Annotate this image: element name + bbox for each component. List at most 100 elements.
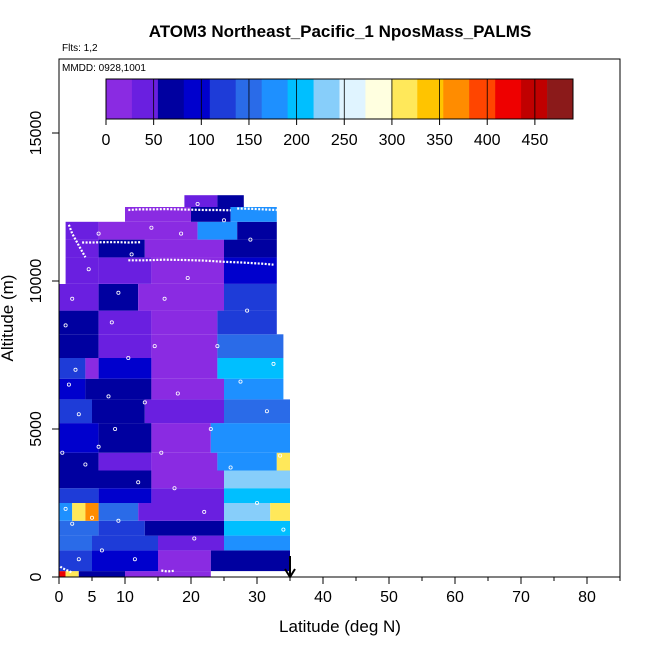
sample-point [238,379,243,384]
sample-point [90,515,95,520]
sample-point [132,557,137,562]
sample-point [70,521,75,526]
sample-point [192,536,197,541]
heatmap-cell [92,399,145,424]
colorbar-swatch [469,79,496,119]
flight-track-line [59,565,73,574]
colorbar-swatch [365,79,392,119]
heatmap-cell [98,520,145,536]
flight-track-line [67,224,87,258]
heatmap-cell [59,358,86,379]
heatmap-cell [98,452,152,471]
heatmap-cell [125,207,191,222]
heatmap-cell [138,284,224,311]
heatmap-cell [59,310,99,335]
heatmap-cell [92,550,158,572]
heatmap-cell [98,257,152,284]
heatmap-cell [217,334,284,358]
flight-tracks [59,207,277,574]
colorbar-swatch [339,79,366,119]
sample-point [99,548,104,553]
colorbar-swatch [495,79,522,119]
heatmap-cell [224,535,290,551]
y-tick-label: 5000 [28,411,45,447]
heatmap-cell [151,423,211,453]
x-tick-label: 40 [314,589,332,606]
y-tick-label: 15000 [28,111,45,156]
sample-point [245,308,250,313]
chart-title: ATOM3 Northeast_Pacific_1 NposMass_PALMS [149,22,532,41]
colorbar-tick-label: 300 [379,132,406,149]
heatmap-cell [59,378,86,400]
heatmap-cell [59,550,92,572]
x-tick-label: 80 [578,589,596,606]
heatmap-cell [98,488,152,503]
colorbar-tick-label: 50 [145,132,163,149]
colorbar-tick-label: 200 [283,132,310,149]
sample-point [202,509,207,514]
sample-point [152,344,157,349]
colorbar-swatch [106,79,133,119]
sample-point [175,391,180,396]
heatmap-cell [151,358,218,379]
sample-point [281,527,286,532]
heatmap-cell [98,423,152,453]
y-tick-label: 10000 [28,259,45,304]
colorbar-tick-label: 400 [474,132,501,149]
heatmap-cell [197,221,238,240]
colorbar-swatch [183,79,211,119]
heatmap-cell [125,221,198,240]
marker-head [284,568,296,579]
heatmap-cell [98,284,139,311]
heatmap-cell [59,535,92,551]
x-tick-label: 60 [446,589,464,606]
heatmap-cell [270,503,290,521]
date-label: MMDD: 0928,1001 [62,63,146,74]
sample-points [60,201,286,562]
heatmap-cell [98,310,152,335]
heatmap-cell [224,488,290,503]
heatmap-cell [125,571,211,577]
heatmap-cell [98,358,152,379]
x-tick-label: 10 [116,589,134,606]
sample-point [136,480,141,485]
sample-point [76,412,81,417]
heatmap-cell [65,571,79,577]
flight-track-line [237,207,277,212]
sample-point [264,409,269,414]
heatmap-cell [59,452,99,471]
heatmap-cell [217,195,244,207]
sample-point [254,500,259,505]
heatmap-cell [151,470,224,489]
sample-point [159,450,164,455]
heatmap-cell [59,334,99,358]
heatmap-cell [144,399,224,424]
heatmap-cell [217,310,277,335]
heatmap-cell [224,399,290,424]
heatmap-cell [224,470,290,489]
heatmap-cell [224,378,284,400]
heatmap-cell [78,571,125,577]
heatmap-cell [72,503,86,521]
sample-point [195,201,200,206]
heatmap-cell [151,310,218,335]
sample-point [113,426,118,431]
heatmap-cell [85,378,152,400]
heatmap-cell [65,239,99,258]
colorbar: 0 50 100 150 200 250 300 350 400 450 [102,78,574,149]
heatmap-cell [224,284,277,311]
sample-point [221,218,226,223]
heatmap-cell [144,239,224,258]
heatmap-cell [59,470,92,489]
heatmap-cell [59,488,99,503]
heatmap-cell [151,334,218,358]
colorbar-swatch [313,79,340,119]
sample-point [142,400,147,405]
heatmap-cell [85,503,99,521]
x-tick-label: 5 [88,589,97,606]
colorbar-tick-label: 250 [331,132,358,149]
heatmap-cell [59,503,73,521]
heatmap-cell [59,423,99,453]
colorbar-swatch [131,79,159,119]
